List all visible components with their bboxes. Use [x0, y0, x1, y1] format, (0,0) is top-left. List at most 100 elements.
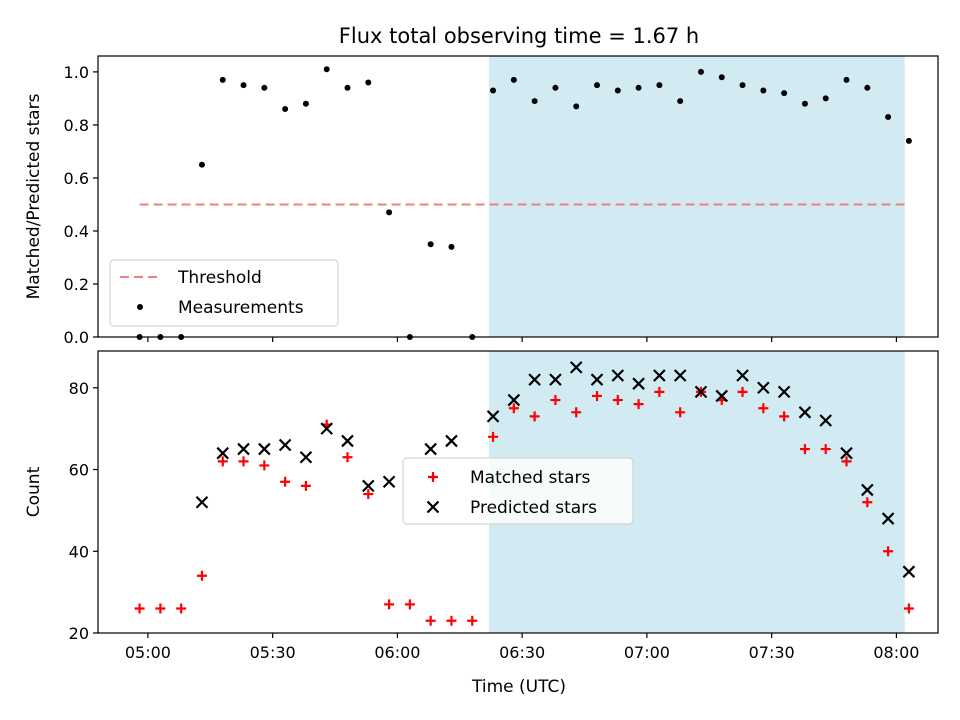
- data-point: [507, 393, 521, 407]
- top-panel: 0.0 0.2 0.4 0.6 0.8 1.0 Matched/Predicted star…: [24, 55, 939, 347]
- data-point: [424, 442, 437, 456]
- data-point: [363, 489, 374, 500]
- data-point: [881, 512, 895, 525]
- data-point: [300, 480, 311, 491]
- data-point: [718, 74, 725, 81]
- data-point: [862, 497, 873, 508]
- data-point: [531, 98, 538, 105]
- data-point: [633, 399, 644, 410]
- data-point: [905, 137, 912, 144]
- data-point: [341, 434, 354, 448]
- data-point: [739, 82, 746, 89]
- data-point: [320, 422, 333, 435]
- data-point: [344, 84, 351, 91]
- data-point: [198, 161, 205, 168]
- legend-box: [109, 259, 339, 327]
- data-point: [134, 603, 145, 614]
- data-point: [238, 456, 249, 467]
- data-point: [529, 411, 540, 422]
- legend: Matched stars Predicted stars: [402, 457, 634, 525]
- data-point: [841, 456, 852, 467]
- data-point: [635, 84, 642, 91]
- data-point: [280, 476, 291, 487]
- data-point: [822, 95, 829, 102]
- data-point: [571, 407, 582, 418]
- legend: Threshold Measurements: [109, 259, 339, 327]
- data-point: [903, 603, 914, 614]
- data-point: [820, 444, 831, 455]
- data-point: [342, 452, 353, 463]
- data-point: [217, 456, 228, 467]
- data-point: [760, 87, 767, 94]
- figure-title: Flux total observing time = 1.67 h: [339, 24, 699, 48]
- data-point: [757, 381, 770, 395]
- data-point: [261, 84, 268, 91]
- data-point: [219, 76, 226, 83]
- data-point: [736, 369, 749, 382]
- data-point: [673, 369, 687, 382]
- data-point: [594, 82, 601, 89]
- data-point: [715, 389, 729, 403]
- data-point: [490, 87, 497, 94]
- data-point: [382, 475, 396, 489]
- legend-matched-label: Matched stars: [470, 468, 590, 488]
- data-point: [446, 615, 457, 626]
- data-point: [176, 603, 187, 614]
- x-tick-label: 07:30: [749, 643, 795, 662]
- data-point: [528, 373, 541, 386]
- data-point: [781, 90, 788, 97]
- legend-matched-swatch: [428, 472, 438, 482]
- data-point: [427, 241, 434, 248]
- data-point: [552, 84, 559, 91]
- data-point: [737, 386, 748, 397]
- x-tick-label: 05:00: [125, 643, 171, 662]
- y-tick-label: 0.4: [64, 222, 89, 241]
- data-point: [216, 446, 230, 460]
- data-point: [611, 369, 625, 382]
- data-point: [612, 395, 623, 406]
- data-point: [779, 411, 790, 422]
- x-tick-label: 06:30: [499, 643, 545, 662]
- data-point: [549, 373, 562, 386]
- legend-predicted-swatch: [426, 500, 440, 514]
- axes-frame: [97, 55, 939, 338]
- data-point: [467, 615, 478, 626]
- x-tick-label: 08:00: [873, 643, 919, 662]
- x-axis-label: Time (UTC): [471, 677, 566, 697]
- data-point: [801, 100, 808, 107]
- data-point: [240, 82, 247, 89]
- y-tick-label: 40: [69, 542, 89, 561]
- data-point: [302, 100, 309, 107]
- data-point: [819, 414, 833, 427]
- data-point: [656, 82, 663, 89]
- legend-predicted-label: Predicted stars: [470, 498, 597, 518]
- x-tick-label: 05:30: [250, 643, 296, 662]
- data-point: [550, 395, 561, 406]
- data-point: [258, 442, 271, 456]
- data-point: [590, 373, 604, 386]
- data-point: [799, 444, 810, 455]
- data-point: [569, 361, 583, 374]
- y-tick-label: 60: [69, 461, 89, 480]
- data-point: [840, 446, 853, 460]
- observing-window-shade: [488, 56, 905, 337]
- data-point: [573, 103, 580, 110]
- data-point: [843, 76, 850, 83]
- data-point: [488, 431, 499, 442]
- y-tick-label: 80: [69, 379, 89, 398]
- data-point: [404, 599, 415, 610]
- y-tick-label: 20: [69, 624, 89, 643]
- legend-threshold-label: Threshold: [177, 268, 262, 288]
- legend-box: [402, 457, 634, 525]
- data-point: [508, 403, 519, 414]
- data-point: [777, 385, 791, 399]
- data-point: [694, 385, 708, 399]
- series-matched-stars: [134, 386, 914, 626]
- data-point: [654, 386, 665, 397]
- x-tick-label: 06:00: [374, 643, 420, 662]
- y-axis-label: Matched/Predicted stars: [24, 93, 44, 299]
- data-point: [653, 369, 666, 382]
- data-point: [282, 106, 289, 113]
